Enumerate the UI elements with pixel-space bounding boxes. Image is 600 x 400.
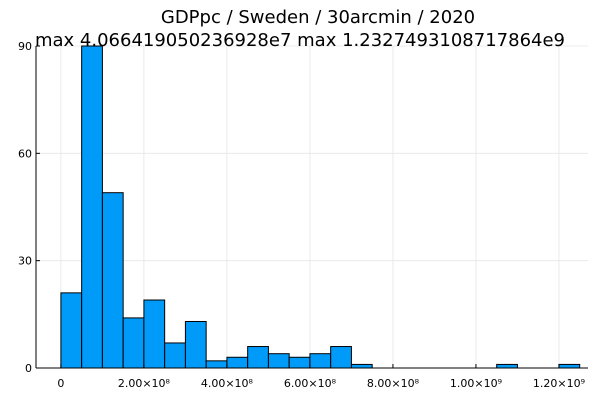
histogram-bar — [558, 363, 581, 369]
histogram-bar — [247, 346, 269, 369]
grid-lines — [36, 45, 588, 369]
x-tick-label: 1.00×10⁹ — [450, 377, 502, 390]
histogram-bar — [81, 45, 103, 369]
y-tick-label: 90 — [18, 40, 32, 53]
histogram-bars — [60, 45, 581, 369]
histogram-bar — [496, 363, 518, 369]
chart-subtitle: max 4.066419050236928e7 max 1.2327493108… — [35, 30, 565, 51]
tick-labels: 0 2.00×10⁸ 4.00×10⁸ 6.00×10⁸ 8.00×10⁸ 1.00×10… — [18, 40, 585, 390]
x-tick-label: 2.00×10⁸ — [118, 377, 171, 390]
histogram-bar — [122, 317, 145, 369]
y-tick-label: 60 — [18, 147, 32, 160]
chart-title: GDPpc / Sweden / 30arcmin / 2020 — [161, 7, 475, 28]
histogram-bar — [164, 342, 186, 369]
histogram-bar — [226, 356, 249, 369]
x-tick-label: 6.00×10⁸ — [284, 377, 337, 390]
y-tick-label: 0 — [25, 362, 32, 375]
histogram-bar — [101, 192, 124, 369]
histogram-bar — [350, 363, 373, 369]
axes — [35, 45, 588, 369]
x-tick-label: 1.20×10⁹ — [533, 377, 585, 390]
histogram-bar — [143, 299, 166, 369]
histogram-bar — [267, 353, 290, 369]
histogram-bar — [288, 356, 311, 369]
x-tick-label: 4.00×10⁸ — [201, 377, 254, 390]
x-tick-label: 8.00×10⁸ — [367, 377, 420, 390]
histogram-bar — [330, 346, 352, 369]
x-tick-label: 0 — [57, 377, 64, 390]
histogram-bar — [60, 292, 83, 369]
histogram-bar — [205, 360, 228, 369]
histogram-bar — [309, 353, 332, 369]
y-tick-label: 30 — [18, 255, 32, 268]
histogram-bar — [184, 320, 207, 369]
